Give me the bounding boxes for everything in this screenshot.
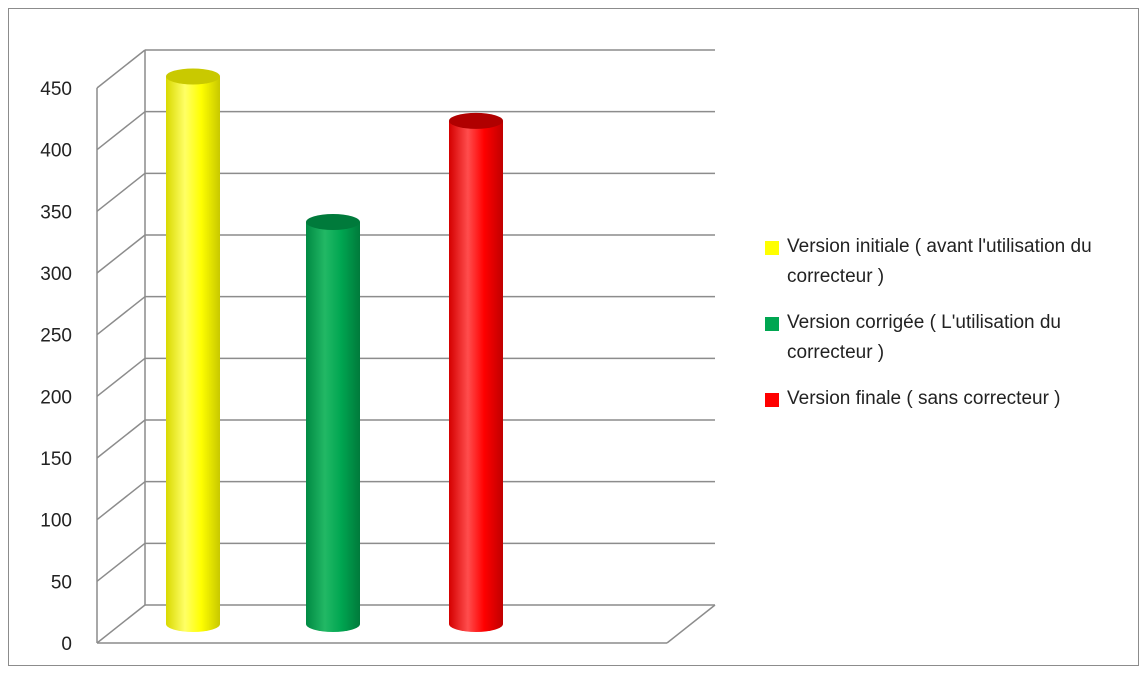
y-tick-label: 450 (40, 79, 72, 100)
legend-label-initial: Version initiale ( avant l'utilisation d… (787, 236, 1092, 287)
bar-initial-body (166, 76, 220, 632)
bars (166, 68, 503, 632)
bar-final (449, 112, 503, 632)
gridline-side (96, 49, 146, 89)
grid-lines (96, 49, 716, 644)
legend-swatch-final (765, 393, 779, 407)
gridline-side (96, 357, 146, 397)
legend-item-corrected: Version corrigée ( L'utilisation du corr… (765, 308, 1140, 368)
y-tick-label: 200 (40, 387, 72, 408)
bar-corrected (306, 214, 360, 632)
bar-initial-top (166, 68, 220, 85)
y-tick-label: 300 (40, 264, 72, 285)
bar-initial (166, 68, 220, 632)
gridline-side (96, 296, 146, 336)
legend-label-corrected: Version corrigée ( L'utilisation du corr… (787, 312, 1061, 363)
legend-item-initial: Version initiale ( avant l'utilisation d… (765, 232, 1140, 292)
legend-label-final: Version finale ( sans correcteur ) (787, 388, 1061, 409)
y-tick-label: 250 (40, 326, 72, 347)
y-axis: 0 50 100 150 200 250 300 350 400 450 (40, 79, 72, 655)
legend: Version initiale ( avant l'utilisation d… (765, 232, 1140, 430)
bar-corrected-top (306, 214, 360, 230)
bar-corrected-body (306, 222, 360, 632)
legend-swatch-corrected (765, 317, 779, 331)
y-tick-label: 100 (40, 511, 72, 532)
legend-swatch-initial (765, 241, 779, 255)
y-tick-label: 0 (61, 634, 72, 655)
bar-final-top (449, 112, 503, 129)
gridline-side (96, 542, 146, 582)
gridline-side (96, 172, 146, 212)
bar-final-body (449, 120, 503, 632)
y-tick-label: 350 (40, 202, 72, 223)
gridline-side (96, 604, 146, 644)
legend-item-final: Version finale ( sans correcteur ) (765, 384, 1140, 414)
gridline-side (96, 234, 146, 274)
gridline-side (96, 481, 146, 521)
floor-right-edge (666, 604, 716, 644)
y-tick-label: 150 (40, 449, 72, 470)
y-tick-label: 400 (40, 141, 72, 162)
y-tick-label: 50 (51, 572, 72, 593)
gridline-side (96, 111, 146, 151)
gridline-side (96, 419, 146, 459)
